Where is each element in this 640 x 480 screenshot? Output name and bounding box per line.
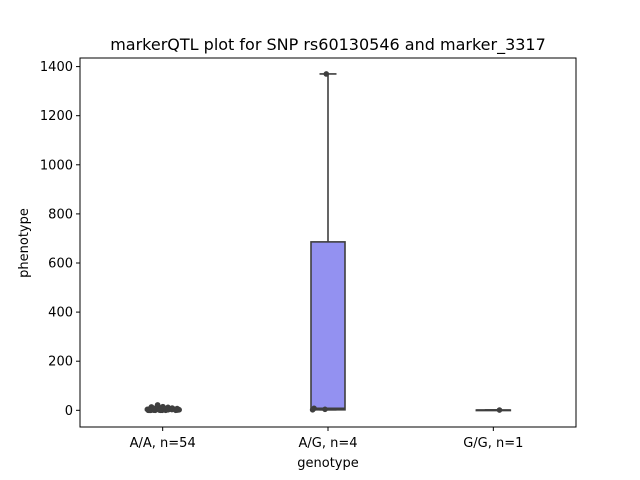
data-point	[154, 402, 161, 408]
iqr-box	[310, 241, 346, 411]
data-point	[150, 405, 157, 412]
y-tick-label: 1200	[40, 109, 73, 124]
x-tick-label: G/G, n=1	[463, 436, 523, 451]
x-axis-ticks: A/A, n=54 A/G, n=4 G/G, n=1	[130, 427, 523, 451]
y-tick-label: 800	[48, 207, 73, 222]
y-tick-label: 400	[48, 306, 73, 321]
data-point	[322, 406, 328, 413]
x-tick-label: A/G, n=4	[298, 436, 357, 451]
y-axis-label: phenotype	[17, 208, 32, 278]
data-point	[172, 407, 179, 414]
y-axis-ticks: 0 200 400 600 800 1000 1200 1400	[40, 60, 80, 419]
box-group	[310, 73, 346, 411]
chart-title: markerQTL plot for SNP rs60130546 and ma…	[110, 35, 546, 55]
data-point	[309, 407, 316, 413]
plot-frame	[79, 57, 577, 428]
y-tick-label: 600	[48, 257, 73, 272]
y-tick-label: 0	[65, 404, 73, 419]
y-tick-label: 200	[48, 355, 73, 370]
data-point	[156, 407, 163, 413]
data-point	[496, 407, 503, 413]
box-group	[475, 409, 512, 412]
x-axis-label: genotype	[297, 456, 358, 471]
plot-marks	[144, 71, 512, 414]
y-tick-label: 1400	[40, 60, 73, 75]
y-tick-label: 1000	[40, 158, 73, 173]
data-point	[165, 407, 171, 413]
data-point	[323, 71, 330, 77]
x-tick-label: A/A, n=54	[130, 436, 196, 451]
